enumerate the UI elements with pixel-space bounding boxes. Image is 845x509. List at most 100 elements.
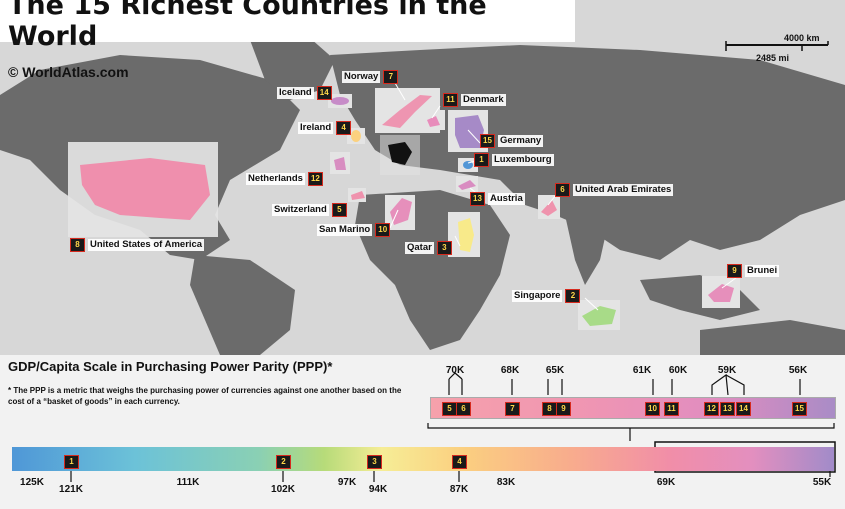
- india-landmass: [565, 215, 610, 285]
- legend-panel: GDP/Capita Scale in Purchasing Power Par…: [0, 355, 845, 509]
- country-name: United States of America: [88, 239, 205, 251]
- rank-badge: 8: [70, 238, 85, 252]
- scale-label: 97K: [337, 477, 357, 488]
- qatar-shape: [458, 218, 474, 252]
- zoom-label: 61K: [632, 365, 652, 376]
- australia-landmass: [700, 320, 845, 355]
- country-name: Norway: [342, 71, 381, 83]
- scale-label: 102K: [271, 484, 295, 495]
- label-brunei: 9 Brunei: [727, 264, 780, 278]
- scale-label: 94K: [368, 484, 388, 495]
- eurasia-landmass: [330, 45, 845, 260]
- uae-shape: [541, 200, 557, 216]
- country-name: Switzerland: [272, 204, 329, 216]
- zoom-label: 68K: [500, 365, 520, 376]
- netherlands-shape: [334, 157, 346, 170]
- zoom-marker: 9: [556, 402, 571, 416]
- label-luxembourg: 1 Luxembourg: [474, 153, 554, 167]
- country-name: Ireland: [298, 122, 334, 134]
- zoom-marker: 13: [720, 402, 735, 416]
- zoom-marker: 11: [664, 402, 679, 416]
- label-uae: 6 United Arab Emirates: [555, 183, 674, 197]
- label-san-marino: San Marino 10: [317, 223, 391, 237]
- zoom-label: 70K: [445, 365, 465, 376]
- credit-text: © WorldAtlas.com: [8, 64, 129, 80]
- south-america-landmass: [190, 255, 295, 355]
- country-name: Luxembourg: [492, 154, 554, 166]
- rank-badge: 10: [375, 223, 391, 237]
- zoom-marker: 10: [645, 402, 660, 416]
- main-scale-bar: [12, 447, 834, 471]
- rank-badge: 13: [470, 192, 485, 206]
- country-name: San Marino: [317, 224, 373, 236]
- europe-black-region: [388, 142, 412, 165]
- denmark-shape: [427, 116, 440, 127]
- scale-label: 83K: [496, 477, 516, 488]
- scale-label: 121K: [59, 484, 83, 495]
- rank-badge: 12: [307, 172, 323, 186]
- label-qatar: Qatar 3: [405, 241, 452, 255]
- rank-badge: 1: [474, 153, 489, 167]
- country-name: Germany: [498, 135, 544, 147]
- zoom-marker: 15: [792, 402, 807, 416]
- label-ireland: Ireland 4: [298, 121, 352, 135]
- rank-badge: 6: [555, 183, 570, 197]
- austria-shape: [458, 180, 476, 190]
- label-singapore: Singapore 2: [512, 289, 581, 303]
- scale-marker: 4: [452, 455, 467, 469]
- label-norway: Norway 7: [342, 70, 399, 84]
- label-switzerland: Switzerland 5: [272, 203, 347, 217]
- label-denmark: 11 Denmark: [443, 93, 506, 107]
- zoom-marker: 12: [704, 402, 719, 416]
- scale-mi: 2485 mi: [756, 53, 790, 63]
- country-name: Singapore: [512, 290, 563, 302]
- world-map: The 15 Richest Countries in the World © …: [0, 0, 845, 355]
- zoom-label: 59K: [717, 365, 737, 376]
- country-name: Denmark: [461, 94, 506, 106]
- switzerland-shape: [351, 191, 365, 200]
- usa-shape: [80, 158, 210, 220]
- rank-badge: 4: [336, 121, 352, 135]
- country-name: Netherlands: [246, 173, 305, 185]
- zoom-label: 60K: [668, 365, 688, 376]
- legend-lines: [70, 372, 836, 482]
- rank-badge: 11: [443, 93, 458, 107]
- zoom-label: 65K: [545, 365, 565, 376]
- page-title: The 15 Richest Countries in the World: [0, 0, 575, 52]
- scale-km: 4000 km: [784, 33, 820, 43]
- zoom-marker: 5: [442, 402, 457, 416]
- label-usa: 8 United States of America: [70, 238, 205, 252]
- rank-badge: 15: [480, 134, 495, 148]
- rank-badge: 3: [436, 241, 452, 255]
- africa-landmass: [355, 190, 510, 350]
- scale-bar-icon: [725, 41, 829, 51]
- scale-label: 87K: [449, 484, 469, 495]
- zoom-marker: 8: [542, 402, 557, 416]
- label-austria: 13 Austria: [470, 192, 525, 206]
- map-scale: 4000 km 2485 mi: [722, 33, 832, 63]
- country-name: Brunei: [745, 265, 780, 277]
- label-netherlands: Netherlands 12: [246, 172, 323, 186]
- scale-label: 69K: [656, 477, 676, 488]
- scale-marker: 1: [64, 455, 79, 469]
- legend-note: * The PPP is a metric that weighs the pu…: [8, 386, 402, 406]
- iceland-shape: [331, 97, 349, 105]
- label-germany: 15 Germany: [480, 134, 544, 148]
- rank-badge: 2: [565, 289, 581, 303]
- luxembourg-shape: [463, 161, 473, 169]
- norway-shape: [382, 95, 432, 128]
- country-name: Austria: [488, 193, 525, 205]
- sanmarino-shape: [390, 198, 412, 225]
- country-name: United Arab Emirates: [573, 184, 674, 196]
- map-graphic: [0, 38, 845, 355]
- legend-title: GDP/Capita Scale in Purchasing Power Par…: [8, 359, 333, 374]
- zoom-label: 56K: [788, 365, 808, 376]
- country-name: Iceland: [277, 87, 314, 99]
- singapore-shape: [582, 306, 616, 326]
- southeast-asia-islands: [640, 275, 760, 320]
- country-name: Qatar: [405, 242, 434, 254]
- scale-marker: 3: [367, 455, 382, 469]
- scale-label: 125K: [20, 477, 44, 488]
- greenland-landmass: [250, 38, 335, 100]
- scale-label: 55K: [812, 477, 832, 488]
